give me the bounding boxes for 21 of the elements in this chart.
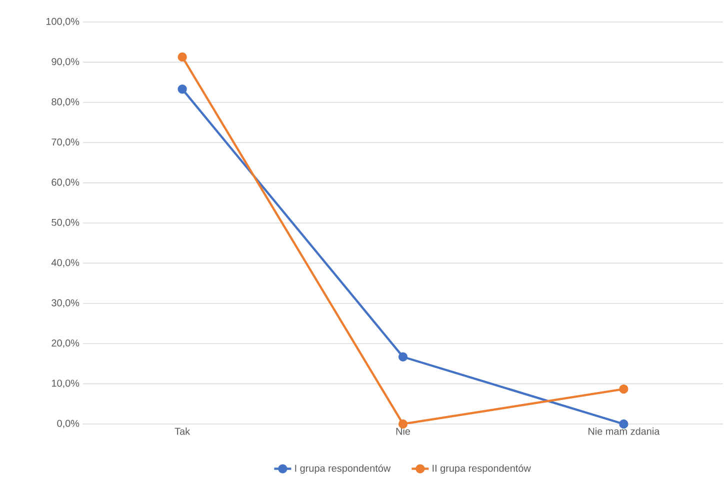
y-tick-label: 0,0% (57, 420, 80, 428)
y-tick-label: 90,0% (52, 58, 80, 66)
y-tick-label: 70,0% (52, 138, 80, 147)
y-tick-label: 30,0% (52, 299, 80, 308)
y-tick-label: 80,0% (52, 98, 80, 107)
y-tick-label: 10,0% (52, 380, 80, 388)
x-tick-label: Nie (396, 428, 410, 435)
point (619, 384, 628, 394)
point (398, 352, 408, 362)
y-tick-label: 40,0% (51, 259, 80, 268)
legend-label: I grupa respondentów (295, 464, 391, 474)
legend-label: II grupa respondentów (432, 464, 531, 474)
y-tick-label: 50,0% (52, 218, 80, 228)
x-tick-label: Nie mam zdania (588, 428, 660, 435)
y-tick-label: 20,0% (52, 339, 80, 348)
point (178, 84, 187, 94)
x-tick-label: Tak (174, 428, 190, 435)
y-tick-label: 100,0% (46, 18, 80, 26)
point (619, 419, 628, 429)
y-tick-label: 60,0% (52, 178, 80, 187)
point (178, 52, 187, 62)
